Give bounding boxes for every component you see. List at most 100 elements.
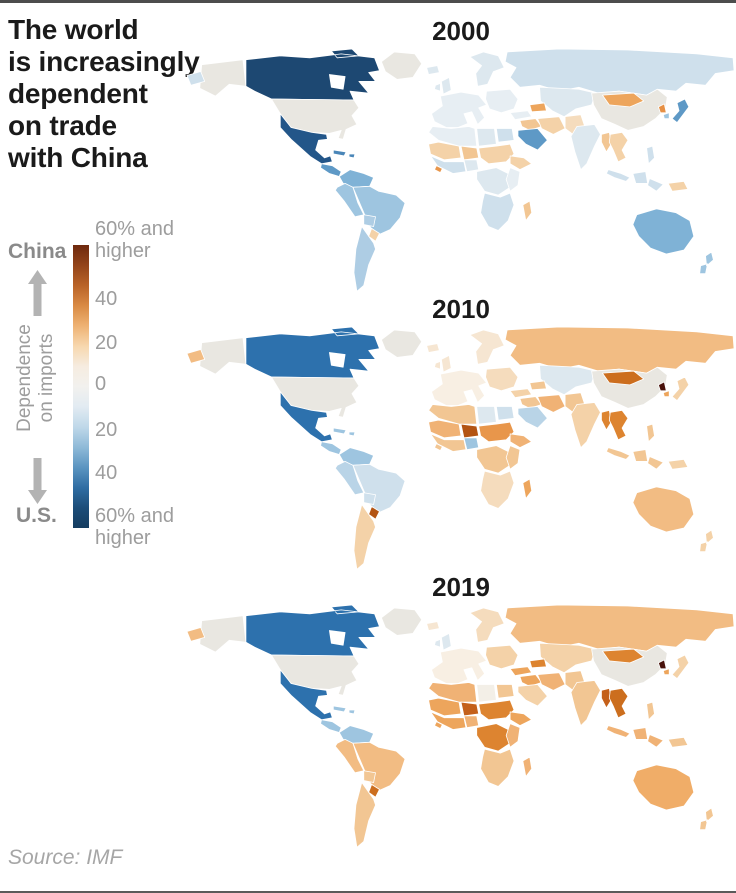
region-new_zealand [699, 251, 714, 274]
legend-gradient-bar [73, 245, 89, 528]
arrow-up-icon [28, 270, 47, 316]
region-madagascar [522, 756, 533, 778]
region-central_africa [476, 723, 511, 752]
region-seasia [608, 409, 629, 441]
legend-tick: 60% and higher [95, 505, 174, 549]
region-alaska [199, 615, 247, 653]
region-south_korea [662, 668, 670, 676]
region-hudson_bay [328, 630, 346, 646]
region-mauritania_mali [428, 141, 462, 161]
region-west_africa_coast [430, 433, 467, 452]
region-mexico [279, 391, 333, 443]
region-paraguay [368, 228, 380, 242]
region-east_africa [505, 723, 521, 748]
region-saudi_arabia [517, 406, 548, 429]
region-australia [632, 208, 695, 255]
region-libya [476, 684, 497, 703]
region-japan [671, 376, 690, 401]
region-brazil [352, 463, 406, 513]
legend-china-label: China [8, 240, 67, 263]
world-map-svg [186, 48, 735, 292]
region-caribbean [332, 149, 356, 159]
region-nigeria [463, 437, 480, 450]
region-caribbean [332, 427, 356, 437]
region-east_europe [485, 88, 519, 114]
region-alaska [199, 59, 247, 97]
region-iran [537, 672, 566, 691]
region-bolivia [363, 770, 376, 783]
map-panel-2000: 2000 [186, 16, 736, 304]
region-paraguay [368, 784, 380, 798]
region-argentina_chile [353, 504, 376, 570]
legend-tick: 40 [95, 288, 118, 310]
region-west_europe [431, 369, 487, 406]
region-west_africa_coast [430, 711, 467, 730]
region-north_korea [658, 659, 667, 670]
region-uk_ireland [434, 633, 452, 651]
region-greenland [381, 607, 423, 636]
map-year-label: 2019 [432, 572, 490, 602]
region-paraguay [368, 506, 380, 520]
region-nigeria [463, 159, 480, 172]
region-chad_sudan [478, 699, 515, 721]
region-uk_ireland [434, 355, 452, 373]
region-canada [245, 48, 380, 101]
region-bolivia [363, 492, 376, 505]
world-map-2000 [186, 48, 736, 304]
region-russia_east_tip [186, 349, 206, 364]
legend-ticks: 60% and higher 40 20 0 20 40 60% and hig… [95, 218, 195, 568]
region-japan [671, 98, 690, 123]
region-west_europe [431, 91, 487, 128]
region-south_korea [662, 390, 670, 398]
legend-axis-label: Dependence on imports [14, 324, 57, 432]
region-alaska [199, 337, 247, 375]
region-mexico [279, 669, 333, 721]
region-chad_sudan [478, 421, 515, 443]
region-kazakhstan_centralasia [539, 364, 596, 396]
region-greenland [381, 329, 423, 358]
region-north_korea [658, 381, 667, 392]
region-chad_sudan [478, 143, 515, 165]
map-panel-2019: 2019 [186, 572, 736, 860]
region-north_africa [428, 126, 478, 147]
region-russia_east_tip [186, 71, 206, 86]
region-myanmar [601, 409, 612, 431]
region-horn_ethiopia [509, 155, 533, 171]
region-central_africa [476, 167, 511, 196]
region-india [570, 402, 601, 449]
region-philippines [646, 423, 655, 443]
region-egypt [495, 406, 515, 421]
region-niger [460, 145, 480, 161]
bottom-rule [0, 891, 736, 893]
region-canada [245, 326, 380, 379]
region-egypt [495, 684, 515, 699]
region-australia [632, 486, 695, 533]
region-malaysia_indonesia [605, 169, 664, 192]
world-map-svg [186, 604, 735, 848]
region-west_africa_coast [430, 155, 467, 174]
region-saudi_arabia [517, 684, 548, 707]
region-iran [537, 394, 566, 413]
map-year-label: 2000 [432, 16, 490, 46]
region-north_africa [428, 682, 478, 703]
region-kazakhstan_centralasia [539, 642, 596, 674]
region-argentina_chile [353, 782, 376, 848]
region-north_korea [658, 103, 667, 114]
world-map-svg [186, 326, 735, 570]
region-mauritania_mali [428, 419, 462, 439]
color-legend: China Dependence on imports U.S. 60% and… [6, 218, 196, 568]
region-madagascar [522, 200, 533, 222]
region-central_america [320, 163, 342, 177]
region-hudson_bay [328, 74, 346, 90]
region-philippines [646, 701, 655, 721]
chart-title: The world is increasingly dependent on t… [8, 14, 200, 173]
region-liberia [434, 721, 443, 729]
region-libya [476, 128, 497, 147]
region-new_zealand [699, 529, 714, 552]
region-niger [460, 701, 480, 717]
region-scandinavia [469, 607, 505, 643]
top-rule [0, 0, 736, 3]
region-north_africa [428, 404, 478, 425]
region-brazil [352, 185, 406, 235]
legend-tick: 0 [95, 373, 107, 395]
